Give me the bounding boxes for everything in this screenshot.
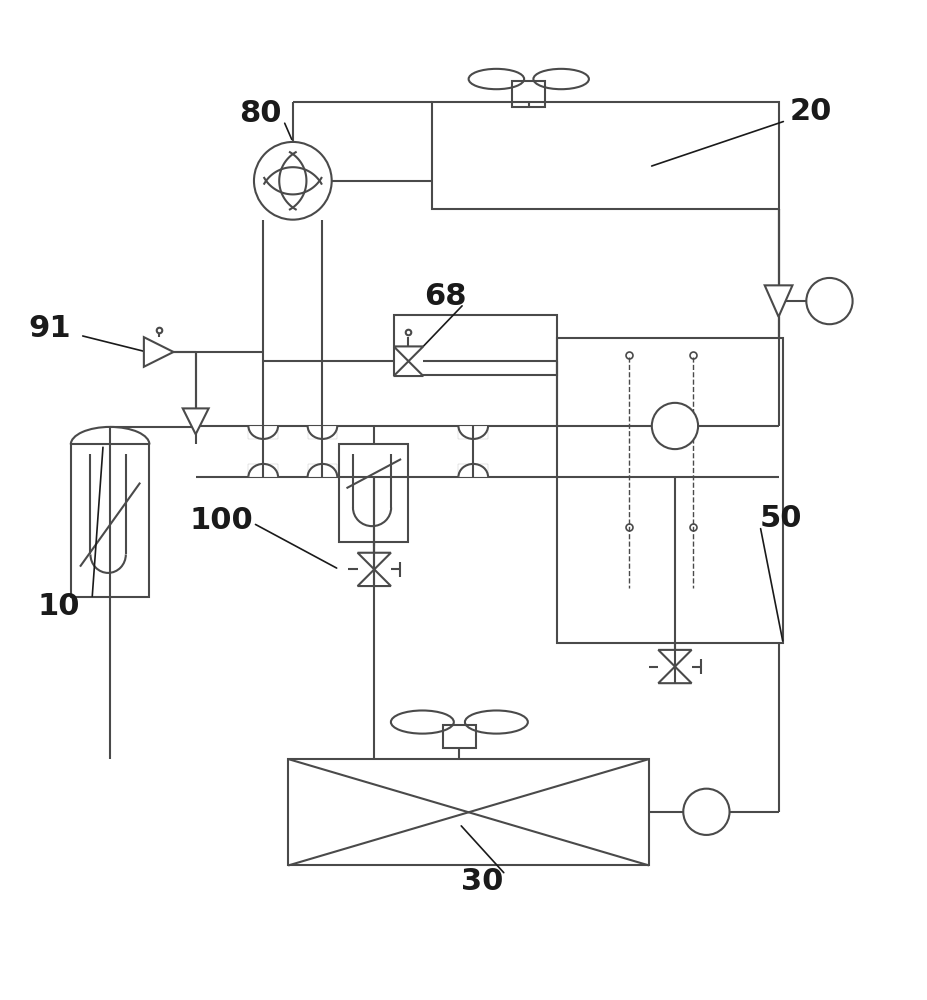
Text: 20: 20 <box>789 97 832 126</box>
Text: 50: 50 <box>758 504 801 533</box>
Polygon shape <box>393 346 423 361</box>
Bar <box>431 102 778 209</box>
Bar <box>288 759 648 865</box>
Polygon shape <box>764 285 792 317</box>
Bar <box>248 426 278 439</box>
Circle shape <box>254 142 331 220</box>
Ellipse shape <box>390 710 453 734</box>
Text: 91: 91 <box>28 314 70 343</box>
Bar <box>338 444 408 542</box>
Circle shape <box>682 789 729 835</box>
Bar <box>442 725 476 748</box>
Polygon shape <box>183 408 209 434</box>
Text: 100: 100 <box>189 506 253 535</box>
Bar <box>556 338 782 643</box>
Text: 80: 80 <box>239 99 282 128</box>
Polygon shape <box>393 361 423 376</box>
Polygon shape <box>144 337 173 367</box>
Bar <box>308 426 337 439</box>
Bar <box>512 81 545 107</box>
Bar <box>248 464 278 477</box>
Text: 30: 30 <box>461 867 503 896</box>
Bar <box>393 315 556 375</box>
Bar <box>458 464 488 477</box>
Ellipse shape <box>464 710 527 734</box>
Bar <box>458 426 488 439</box>
Text: 10: 10 <box>37 592 80 621</box>
Circle shape <box>806 278 852 324</box>
Bar <box>70 444 149 597</box>
Ellipse shape <box>468 69 524 89</box>
Bar <box>308 464 337 477</box>
Circle shape <box>651 403 697 449</box>
Ellipse shape <box>533 69 589 89</box>
Text: 68: 68 <box>424 282 466 311</box>
